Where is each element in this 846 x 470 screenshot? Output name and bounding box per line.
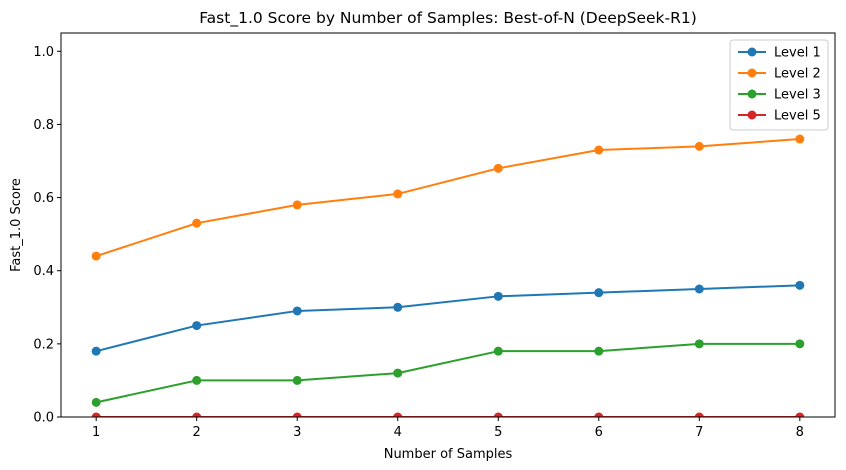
series-group <box>91 134 805 417</box>
legend-box <box>729 39 829 131</box>
data-point <box>192 412 202 417</box>
legend-label: Level 1 <box>774 46 821 61</box>
legend: Level 1 Level 2 Level 3 Level 5 <box>729 39 829 131</box>
data-point <box>493 412 503 417</box>
data-point <box>795 412 805 417</box>
series-line-level-2 <box>95 138 801 258</box>
legend-swatch-marker <box>747 47 757 57</box>
data-point <box>694 141 704 151</box>
legend-label: Level 2 <box>774 67 821 82</box>
data-point <box>493 163 503 173</box>
x-tick-label: 2 <box>193 425 201 440</box>
plot-frame <box>60 32 836 418</box>
y-tick-label: 0.8 <box>33 118 54 133</box>
y-tick-label: 0.4 <box>33 264 54 279</box>
x-tick-label: 7 <box>695 425 703 440</box>
legend-swatch-marker <box>747 68 757 78</box>
data-point <box>694 412 704 417</box>
data-point <box>292 412 302 417</box>
legend-label: Level 3 <box>774 88 821 103</box>
chart-title: Fast_1.0 Score by Number of Samples: Bes… <box>199 9 697 28</box>
data-point <box>292 306 302 316</box>
x-tick-label: 6 <box>595 425 603 440</box>
data-point <box>393 302 403 312</box>
data-point <box>91 346 101 356</box>
legend-swatch-marker <box>747 89 757 99</box>
y-tick-label: 0.6 <box>33 191 54 206</box>
data-point <box>594 288 604 298</box>
x-tick-label: 8 <box>796 425 804 440</box>
data-point <box>694 284 704 294</box>
x-tick-label: 1 <box>92 425 100 440</box>
data-point <box>493 291 503 301</box>
data-point <box>192 321 202 331</box>
y-tick-label: 0.0 <box>33 411 54 426</box>
x-axis-title: Number of Samples <box>384 447 513 462</box>
y-axis-title: Fast_1.0 Score <box>9 178 24 272</box>
data-point <box>393 412 403 417</box>
plot-area: 1 2 3 4 5 6 7 8 0.0 0.2 0.4 0.6 0.8 1.0 <box>33 32 836 440</box>
y-tick-label: 0.2 <box>33 337 54 352</box>
data-point <box>694 339 704 349</box>
data-point <box>393 189 403 199</box>
data-point <box>292 200 302 210</box>
data-point <box>192 218 202 228</box>
series-line-level-1 <box>95 284 801 353</box>
legend-swatch-marker <box>747 110 757 120</box>
data-point <box>192 375 202 385</box>
data-point <box>795 134 805 144</box>
data-point <box>91 412 101 417</box>
x-tick-label: 5 <box>494 425 502 440</box>
data-point <box>292 375 302 385</box>
legend-label: Level 5 <box>774 109 821 124</box>
x-tick-label: 4 <box>394 425 402 440</box>
data-point <box>795 339 805 349</box>
data-point <box>393 368 403 378</box>
y-tick-label: 1.0 <box>33 45 54 60</box>
data-point <box>493 346 503 356</box>
data-point <box>91 251 101 261</box>
x-tick-label: 3 <box>293 425 301 440</box>
series-line-level-3 <box>95 342 801 404</box>
data-point <box>594 346 604 356</box>
data-point <box>795 280 805 290</box>
data-point <box>594 412 604 417</box>
data-point <box>91 397 101 407</box>
data-point <box>594 145 604 155</box>
